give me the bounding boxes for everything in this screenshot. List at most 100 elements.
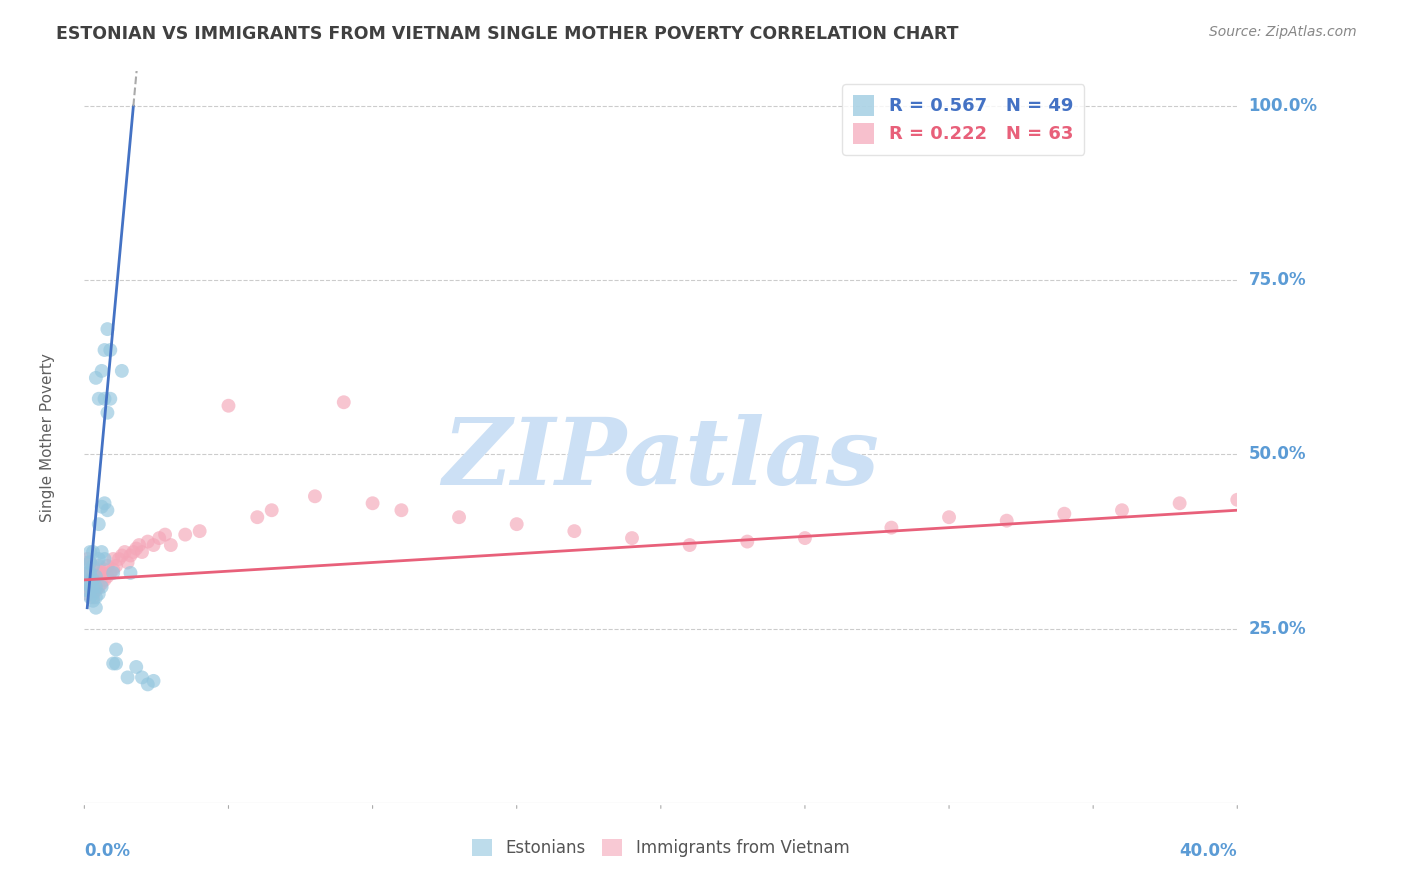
Point: [98, 392, 121, 406]
Point: [79, 580, 101, 594]
Point: [621, 531, 644, 545]
Point: [188, 524, 211, 538]
Text: 75.0%: 75.0%: [1249, 271, 1306, 289]
Point: [96, 558, 118, 573]
Point: [93, 562, 115, 576]
Point: [82, 569, 104, 583]
Point: [84, 569, 107, 583]
Point: [90, 364, 112, 378]
Point: [260, 503, 283, 517]
Point: [96, 569, 118, 583]
Point: [108, 552, 131, 566]
Text: 0.0%: 0.0%: [84, 842, 131, 860]
Point: [122, 545, 145, 559]
Point: [76, 566, 98, 580]
Point: [880, 521, 903, 535]
Text: 50.0%: 50.0%: [1249, 445, 1306, 464]
Point: [76, 552, 98, 566]
Text: ESTONIAN VS IMMIGRANTS FROM VIETNAM SINGLE MOTHER POVERTY CORRELATION CHART: ESTONIAN VS IMMIGRANTS FROM VIETNAM SING…: [56, 25, 959, 43]
Point: [90, 580, 112, 594]
Point: [120, 549, 142, 563]
Point: [84, 580, 107, 594]
Point: [160, 538, 183, 552]
Point: [125, 660, 148, 674]
Point: [125, 541, 148, 556]
Point: [82, 591, 104, 605]
Point: [120, 566, 142, 580]
Point: [142, 673, 165, 688]
Point: [111, 549, 134, 563]
Point: [90, 545, 112, 559]
Point: [79, 566, 101, 580]
Point: [737, 534, 759, 549]
Point: [128, 538, 150, 552]
Point: [87, 558, 110, 573]
Point: [449, 510, 471, 524]
Point: [679, 538, 702, 552]
Point: [105, 642, 128, 657]
Text: Source: ZipAtlas.com: Source: ZipAtlas.com: [1209, 25, 1357, 39]
Point: [93, 552, 115, 566]
Point: [153, 527, 176, 541]
Point: [84, 600, 107, 615]
Point: [246, 510, 269, 524]
Point: [82, 580, 104, 594]
Text: 25.0%: 25.0%: [1249, 620, 1306, 638]
Point: [79, 556, 101, 570]
Point: [87, 392, 110, 406]
Point: [79, 591, 101, 605]
Point: [148, 531, 170, 545]
Legend: Estonians, Immigrants from Vietnam: Estonians, Immigrants from Vietnam: [465, 832, 856, 864]
Point: [87, 569, 110, 583]
Point: [117, 556, 139, 570]
Point: [93, 573, 115, 587]
Point: [995, 514, 1018, 528]
Point: [79, 583, 101, 598]
Point: [93, 496, 115, 510]
Point: [136, 534, 159, 549]
Point: [79, 556, 101, 570]
Point: [90, 566, 112, 580]
Point: [105, 558, 128, 573]
Point: [794, 531, 817, 545]
Point: [1226, 492, 1249, 507]
Point: [93, 392, 115, 406]
Point: [79, 566, 101, 580]
Point: [103, 562, 124, 576]
Text: Single Mother Poverty: Single Mother Poverty: [39, 352, 55, 522]
Point: [90, 576, 112, 591]
Point: [1168, 496, 1191, 510]
Text: 40.0%: 40.0%: [1180, 842, 1237, 860]
Point: [82, 573, 104, 587]
Point: [103, 552, 124, 566]
Point: [84, 562, 107, 576]
Point: [84, 591, 107, 605]
Point: [98, 343, 121, 357]
Point: [87, 517, 110, 532]
Point: [1111, 503, 1133, 517]
Point: [84, 583, 107, 598]
Point: [79, 573, 101, 587]
Text: 100.0%: 100.0%: [1249, 97, 1317, 115]
Point: [82, 545, 104, 559]
Text: ZIPatlas: ZIPatlas: [443, 414, 879, 504]
Point: [304, 489, 326, 503]
Point: [84, 371, 107, 385]
Point: [174, 527, 197, 541]
Point: [96, 503, 118, 517]
Point: [333, 395, 356, 409]
Point: [76, 587, 98, 601]
Point: [136, 677, 159, 691]
Point: [98, 566, 121, 580]
Point: [76, 566, 98, 580]
Point: [114, 545, 136, 559]
Point: [79, 576, 101, 591]
Point: [87, 587, 110, 601]
Point: [142, 538, 165, 552]
Point: [79, 545, 101, 559]
Point: [103, 657, 124, 671]
Point: [82, 580, 104, 594]
Point: [90, 500, 112, 514]
Point: [131, 545, 153, 559]
Point: [506, 517, 529, 532]
